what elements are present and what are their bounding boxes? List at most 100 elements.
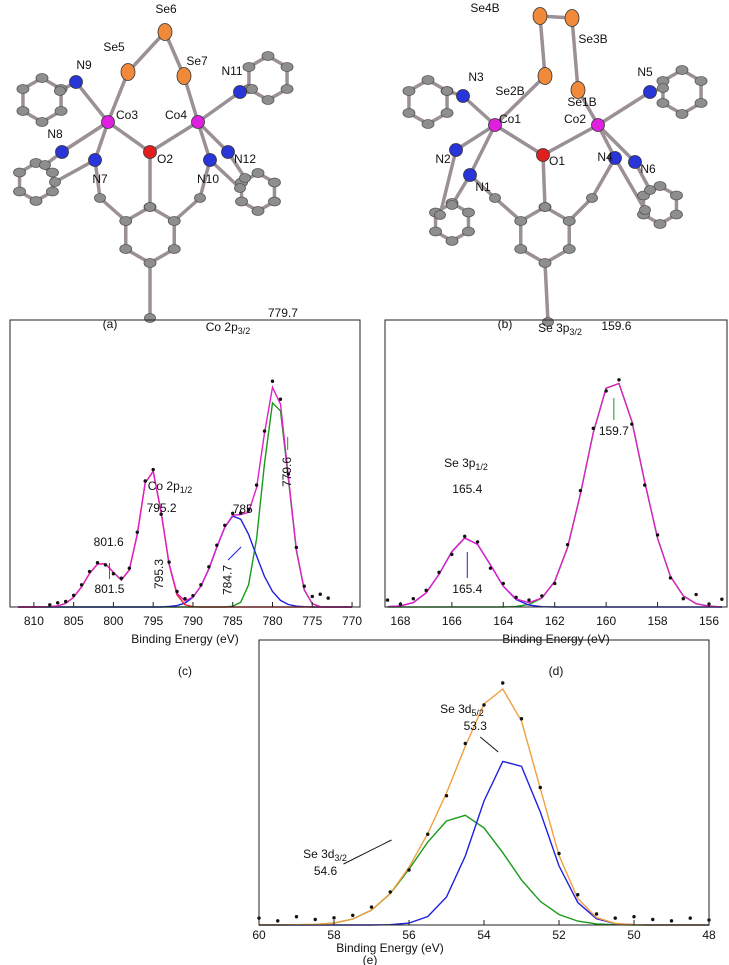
data-point — [557, 851, 561, 856]
x-tick-label: 168 — [390, 614, 410, 628]
carbon-atom — [421, 119, 435, 129]
carbon-atom — [694, 98, 708, 108]
fit-curve — [387, 382, 722, 608]
carbon-atom — [35, 117, 49, 127]
data-point — [538, 785, 542, 790]
carbon-atom — [144, 202, 156, 212]
bond — [543, 261, 550, 324]
atom-label: N6 — [640, 162, 656, 176]
bond — [98, 196, 128, 223]
carbon-atom — [234, 183, 246, 193]
atom-label: O1 — [549, 154, 565, 168]
peak-label: 165.4 — [452, 582, 482, 596]
carbon-atom — [13, 186, 26, 197]
data-point — [444, 794, 449, 798]
x-tick-label: 50 — [627, 928, 641, 942]
data-point — [231, 511, 235, 516]
atom — [608, 151, 622, 165]
data-point — [103, 563, 108, 567]
structure: Se4B Se3B Se2B Se1B N3 N5 Co1 Co2 N2 O1 N4 N6 N1 (b) — [402, 1, 708, 331]
bond — [468, 123, 497, 177]
bond — [493, 196, 523, 223]
bond — [590, 156, 617, 200]
x-tick-label: 58 — [327, 928, 341, 942]
bond — [570, 16, 580, 92]
peak-title: Se 3p3/2 — [538, 321, 582, 337]
peak-title-text: Se 3d — [440, 702, 471, 716]
carbon-atom — [653, 219, 667, 229]
data-point — [450, 552, 454, 557]
x-tick-label: 775 — [302, 614, 322, 628]
data-point — [681, 596, 685, 601]
data-point — [87, 569, 92, 574]
atom-label: N8 — [47, 127, 63, 141]
carbon-atom — [94, 193, 106, 203]
panel-label: (b) — [498, 317, 513, 331]
data-point — [183, 596, 187, 601]
carbon-atom — [562, 216, 576, 226]
carbon-atom — [13, 167, 26, 178]
data-point — [318, 592, 322, 596]
data-point — [720, 597, 724, 601]
atom-label: N1 — [475, 180, 491, 194]
atom — [564, 9, 580, 27]
carbon-atom — [539, 202, 551, 212]
carbon-atom — [46, 186, 59, 197]
atom — [55, 145, 69, 159]
data-point — [565, 542, 570, 547]
bond — [53, 158, 97, 184]
atom — [101, 115, 115, 129]
atom — [628, 155, 642, 169]
data-point — [302, 584, 307, 588]
carbon-atom — [421, 75, 435, 85]
data-point — [482, 703, 486, 707]
carbon-atom — [656, 98, 670, 108]
xps-chart: 60 58 56 54 52 50 48 Binding Energy (eV)(e) Se 3… — [252, 639, 716, 965]
data-point — [527, 598, 531, 602]
x-tick-label: 52 — [552, 928, 566, 942]
carbon-atom — [194, 193, 206, 203]
data-point — [294, 545, 299, 550]
atom — [120, 63, 136, 81]
bond — [541, 123, 600, 157]
carbon-atom — [675, 65, 689, 75]
peak-title-text: Co 2p — [148, 479, 180, 493]
x-tick-label: 790 — [183, 614, 203, 628]
data-point — [688, 916, 692, 920]
carbon-atom — [119, 216, 133, 226]
data-point — [71, 593, 76, 598]
atom — [69, 75, 83, 89]
carbon-atom — [46, 167, 59, 178]
data-point — [604, 389, 608, 393]
carbon-atom — [446, 200, 458, 210]
carbon-atom — [29, 196, 43, 206]
carbon-atom — [586, 193, 598, 203]
bond — [172, 196, 202, 223]
x-tick-label: 54 — [477, 928, 491, 942]
data-point — [262, 429, 267, 433]
data-point — [463, 741, 467, 746]
data-point — [576, 893, 580, 897]
panel-label: (a) — [103, 317, 118, 331]
data-point — [519, 717, 524, 721]
peak-title-text: Se 3p — [538, 321, 570, 335]
data-point — [135, 530, 139, 534]
carbon-atom — [35, 73, 49, 83]
carbon-atom — [235, 196, 248, 207]
panel-label: (d) — [549, 664, 564, 678]
data-point — [617, 378, 621, 382]
bond — [60, 120, 110, 154]
x-tick-label: 156 — [699, 614, 719, 628]
data-point — [310, 594, 314, 599]
peak-label: 779.6 — [280, 457, 294, 487]
data-point — [388, 890, 392, 894]
data-point — [655, 533, 660, 537]
data-point — [223, 523, 227, 527]
atom-label: Se1B — [567, 95, 596, 109]
data-point — [501, 581, 505, 586]
carbon-atom — [670, 190, 683, 201]
peak-label: 54.6 — [314, 864, 338, 878]
data-point — [651, 917, 655, 922]
data-point — [159, 512, 163, 516]
